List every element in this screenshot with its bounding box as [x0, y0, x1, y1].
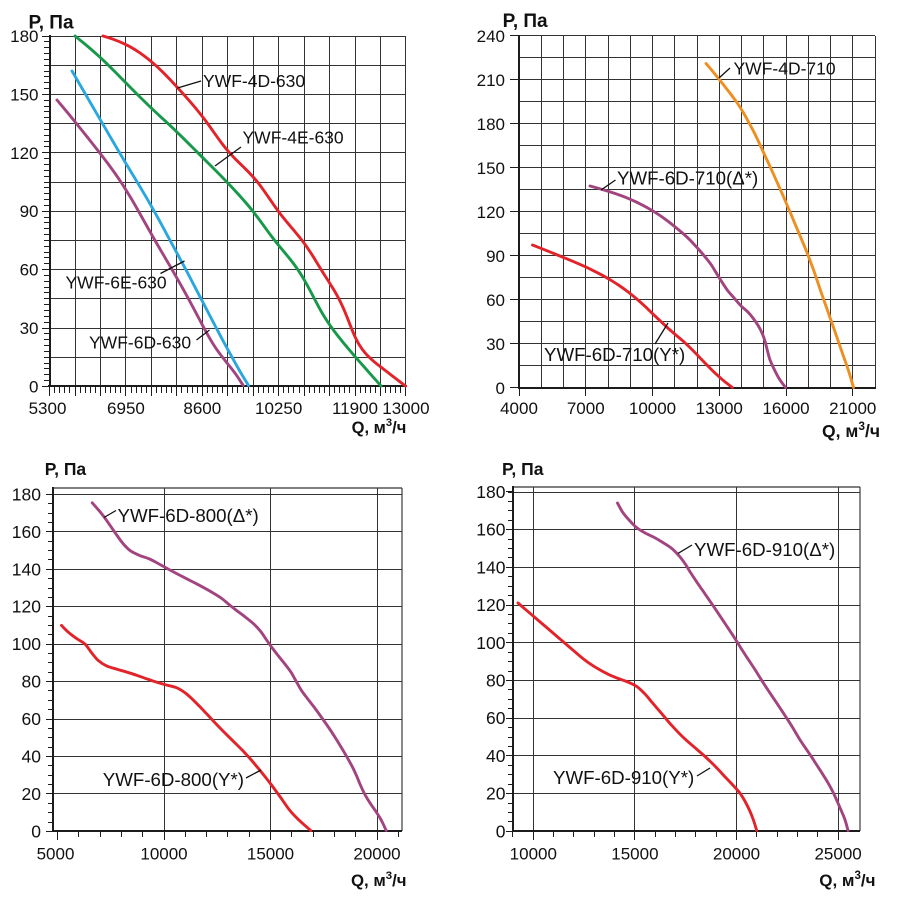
svg-text:YWF-6D-630: YWF-6D-630	[89, 333, 191, 353]
svg-text:YWF-6D-910(Δ*): YWF-6D-910(Δ*)	[694, 539, 835, 560]
svg-text:5300: 5300	[29, 399, 67, 418]
svg-text:80: 80	[22, 672, 42, 692]
svg-text:240: 240	[477, 27, 505, 46]
svg-text:YWF-6D-910(Y*): YWF-6D-910(Y*)	[553, 767, 694, 788]
svg-text:YWF-6E-630: YWF-6E-630	[66, 273, 167, 293]
svg-text:YWF-6D-710(Δ*): YWF-6D-710(Δ*)	[617, 168, 758, 189]
svg-text:13000: 13000	[696, 399, 743, 418]
svg-text:40: 40	[486, 746, 506, 766]
svg-text:10000: 10000	[140, 844, 187, 863]
svg-text:140: 140	[476, 557, 505, 577]
svg-text:P, Па: P, Па	[45, 459, 87, 479]
svg-text:20: 20	[22, 784, 42, 804]
svg-text:100: 100	[476, 633, 505, 653]
svg-text:Q, м3/ч: Q, м3/ч	[819, 870, 875, 890]
svg-text:100: 100	[12, 634, 41, 654]
svg-text:160: 160	[476, 520, 505, 540]
svg-text:YWF-6D-710(Y*): YWF-6D-710(Y*)	[544, 344, 685, 365]
svg-text:90: 90	[20, 202, 39, 221]
svg-text:Q, м3/ч: Q, м3/ч	[822, 419, 880, 441]
svg-text:YWF-4E-630: YWF-4E-630	[243, 128, 344, 148]
svg-text:160: 160	[12, 522, 41, 542]
svg-text:10000: 10000	[510, 844, 557, 863]
svg-text:40: 40	[22, 746, 42, 766]
svg-text:0: 0	[31, 821, 41, 841]
svg-text:P, Па: P, Па	[502, 459, 544, 479]
svg-text:180: 180	[477, 115, 505, 134]
svg-text:60: 60	[22, 709, 42, 729]
svg-text:Q, м3/ч: Q, м3/ч	[352, 417, 407, 437]
svg-text:7000: 7000	[567, 399, 605, 418]
svg-text:60: 60	[486, 708, 506, 728]
svg-text:30: 30	[20, 319, 39, 338]
svg-text:30: 30	[486, 335, 505, 354]
svg-text:8600: 8600	[183, 399, 221, 418]
svg-text:80: 80	[486, 671, 506, 691]
svg-text:120: 120	[476, 595, 505, 615]
svg-text:4000: 4000	[500, 399, 538, 418]
svg-text:25000: 25000	[814, 844, 861, 863]
svg-text:150: 150	[10, 85, 38, 104]
svg-text:0: 0	[496, 379, 505, 398]
svg-text:140: 140	[12, 559, 41, 579]
svg-text:0: 0	[496, 821, 506, 841]
svg-text:150: 150	[477, 159, 505, 178]
svg-text:13000: 13000	[382, 399, 429, 418]
svg-text:11900: 11900	[332, 399, 378, 418]
svg-text:YWF-6D-800(Y*): YWF-6D-800(Y*)	[103, 769, 244, 790]
svg-text:21000: 21000	[829, 399, 876, 418]
svg-text:120: 120	[12, 597, 41, 617]
svg-text:15000: 15000	[611, 844, 658, 863]
svg-text:20: 20	[486, 784, 506, 804]
svg-text:180: 180	[12, 484, 41, 504]
svg-text:10250: 10250	[255, 399, 302, 418]
svg-text:10000: 10000	[629, 399, 676, 418]
svg-text:60: 60	[486, 291, 505, 310]
svg-text:0: 0	[29, 377, 38, 396]
svg-text:Q, м3/ч: Q, м3/ч	[351, 870, 407, 890]
svg-text:60: 60	[20, 261, 39, 280]
svg-text:90: 90	[486, 247, 505, 266]
svg-text:20000: 20000	[353, 844, 400, 863]
svg-text:YWF-4D-710: YWF-4D-710	[734, 59, 836, 79]
svg-text:180: 180	[10, 27, 38, 46]
svg-text:YWF-4D-630: YWF-4D-630	[203, 71, 305, 91]
svg-text:YWF-6D-800(Δ*): YWF-6D-800(Δ*)	[118, 505, 259, 526]
svg-text:P, Па: P, Па	[503, 11, 548, 32]
svg-text:120: 120	[10, 144, 38, 163]
svg-text:210: 210	[477, 71, 505, 90]
svg-text:16000: 16000	[762, 399, 809, 418]
svg-text:15000: 15000	[247, 844, 294, 863]
svg-text:P, Па: P, Па	[29, 13, 74, 34]
svg-text:20000: 20000	[713, 844, 760, 863]
svg-text:180: 180	[476, 482, 505, 502]
svg-text:6950: 6950	[107, 399, 145, 418]
svg-text:5000: 5000	[37, 844, 75, 863]
svg-text:120: 120	[477, 203, 505, 222]
